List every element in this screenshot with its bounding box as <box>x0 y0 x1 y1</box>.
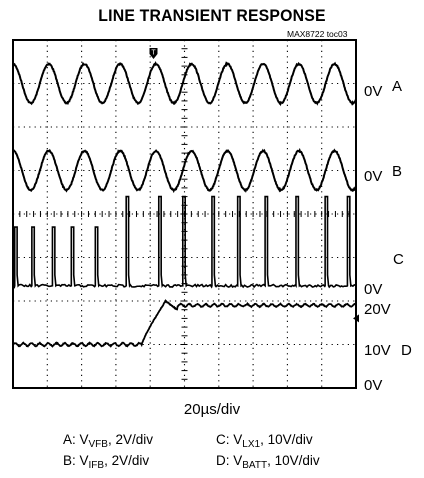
trigger-marker-label: T <box>151 50 156 57</box>
trace-a <box>12 61 357 107</box>
marks: T <box>149 48 359 323</box>
legend-entry-b: B: VIFB, 2V/div <box>63 453 150 471</box>
trace-b <box>12 147 357 194</box>
label-c-name: C <box>393 251 404 268</box>
chart-title: LINE TRANSIENT RESPONSE <box>98 6 326 25</box>
x-axis-label: 20µs/div <box>183 401 241 418</box>
label-d-10v: 10V <box>364 342 391 359</box>
plot-frame <box>12 39 357 389</box>
label-d-zero: 0V <box>364 377 382 394</box>
label-d-name: D <box>401 342 412 359</box>
figure-id: MAX8722 toc03 <box>287 29 348 39</box>
trigger-marker <box>149 48 158 59</box>
label-b-zero: 0V <box>364 168 382 185</box>
label-b-name: B <box>392 163 402 180</box>
trace-d <box>12 299 357 348</box>
legend-entry-c: C: VLX1, 10V/div <box>216 432 313 450</box>
right-labels: 0V A 0V B C 0V 20V 10V D 0V <box>364 78 412 394</box>
label-a-zero: 0V <box>364 83 382 100</box>
label-c-zero: 0V <box>364 281 382 298</box>
legend-entry-d: D: VBATT, 10V/div <box>216 453 320 471</box>
trace-c <box>12 195 356 289</box>
label-d-20v: 20V <box>364 301 391 318</box>
label-a-name: A <box>392 78 402 95</box>
ground-marker <box>353 314 359 323</box>
traces <box>12 61 357 348</box>
legend-entry-a: A: VVFB, 2V/div <box>63 432 153 450</box>
